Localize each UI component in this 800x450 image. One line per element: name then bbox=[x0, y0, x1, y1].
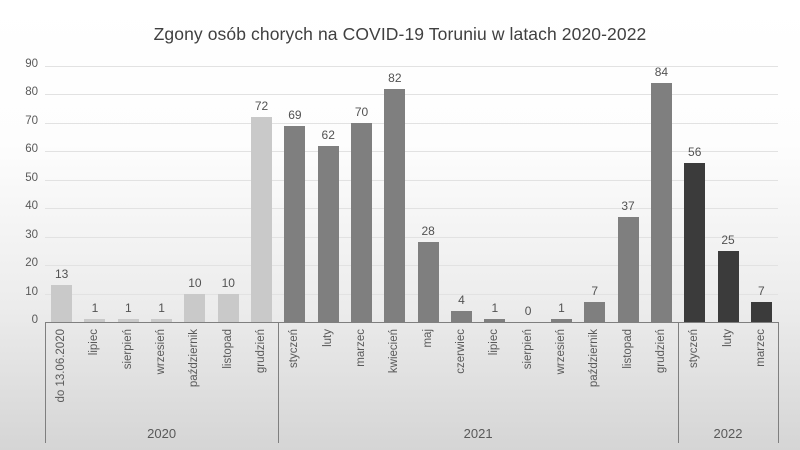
bar-value-label: 0 bbox=[524, 304, 532, 318]
month-label: luty bbox=[721, 329, 734, 347]
gridline bbox=[45, 265, 778, 267]
month-label: lipiec bbox=[88, 329, 101, 356]
bar bbox=[351, 123, 373, 322]
month-label: marzec bbox=[355, 329, 368, 367]
year-group-divider bbox=[678, 322, 680, 443]
bar-value-label: 13 bbox=[54, 267, 69, 281]
bar bbox=[151, 319, 173, 322]
month-label: sierpień bbox=[121, 329, 134, 370]
bar-value-label: 1 bbox=[491, 301, 499, 315]
bar bbox=[684, 163, 706, 322]
bar-value-label: 72 bbox=[254, 99, 269, 113]
bar bbox=[384, 89, 406, 322]
bar-value-label: 84 bbox=[654, 65, 669, 79]
bar bbox=[617, 217, 639, 322]
bar bbox=[284, 126, 306, 322]
chart-title: Zgony osób chorych na COVID-19 Toruniu w… bbox=[153, 24, 647, 44]
month-label: listopad bbox=[621, 329, 634, 369]
bar-value-label: 7 bbox=[591, 284, 599, 298]
gridline bbox=[45, 236, 778, 238]
bar bbox=[450, 311, 472, 322]
bar bbox=[217, 294, 239, 322]
gridline bbox=[45, 179, 778, 181]
y-tick-label: 50 bbox=[25, 171, 38, 184]
bar bbox=[84, 319, 106, 322]
gridline bbox=[45, 208, 778, 210]
bar-value-label: 10 bbox=[188, 276, 202, 290]
month-label: luty bbox=[321, 329, 334, 347]
bar-value-label: 25 bbox=[721, 233, 735, 247]
bar-value-label: 4 bbox=[458, 293, 465, 307]
bar-value-label: 10 bbox=[221, 276, 235, 290]
month-label: sierpień bbox=[521, 329, 534, 370]
bar-value-label: 28 bbox=[421, 224, 435, 238]
bar bbox=[717, 251, 739, 322]
bar bbox=[650, 83, 672, 322]
y-tick-label: 40 bbox=[25, 200, 38, 213]
y-tick-label: 90 bbox=[25, 58, 38, 70]
month-label: wrzesień bbox=[554, 329, 567, 375]
bar bbox=[417, 242, 439, 322]
year-group-divider bbox=[278, 322, 280, 443]
y-tick-label: 60 bbox=[25, 143, 38, 156]
month-label: wrzesień bbox=[155, 329, 168, 375]
month-label: lipiec bbox=[488, 329, 501, 356]
y-tick-label: 10 bbox=[25, 285, 38, 298]
y-tick-label: 0 bbox=[31, 314, 38, 326]
bar-value-label: 37 bbox=[621, 199, 635, 213]
month-label: do 13.06.2020 bbox=[55, 329, 68, 403]
bar-value-label: 1 bbox=[91, 301, 99, 315]
axis-box-left-border bbox=[45, 322, 46, 443]
bar bbox=[184, 294, 206, 322]
bar-value-label: 62 bbox=[321, 128, 335, 142]
month-label: czerwiec bbox=[454, 329, 467, 374]
bar bbox=[117, 319, 139, 322]
bar-value-label: 1 bbox=[158, 301, 165, 315]
bar-value-label: 70 bbox=[354, 105, 369, 119]
y-tick-label: 80 bbox=[25, 86, 38, 99]
bar-value-label: 69 bbox=[288, 108, 302, 122]
bar bbox=[317, 146, 339, 322]
gridline bbox=[45, 66, 778, 67]
y-tick-label: 20 bbox=[25, 257, 38, 270]
month-label: październik bbox=[588, 329, 601, 388]
gridline bbox=[45, 122, 778, 124]
bar-value-label: 82 bbox=[388, 71, 402, 85]
month-label: kwiecień bbox=[388, 329, 401, 374]
year-group-divider bbox=[778, 322, 779, 443]
month-label: marzec bbox=[754, 329, 767, 367]
month-label: grudzień bbox=[654, 329, 667, 374]
month-label: styczeń bbox=[288, 329, 301, 368]
y-tick-label: 30 bbox=[25, 228, 38, 241]
month-label: maj bbox=[421, 329, 434, 348]
gridline bbox=[45, 293, 778, 295]
month-label: styczeń bbox=[688, 329, 701, 368]
bar bbox=[484, 319, 506, 322]
gridline bbox=[45, 151, 778, 153]
year-label: 2020 bbox=[147, 426, 177, 441]
bar-value-label: 7 bbox=[757, 284, 765, 298]
y-tick-label: 70 bbox=[25, 114, 38, 127]
month-label: październik bbox=[188, 329, 201, 388]
bar-value-label: 1 bbox=[124, 301, 132, 315]
bar bbox=[550, 319, 572, 322]
gridline bbox=[45, 94, 778, 96]
bar bbox=[251, 117, 273, 322]
x-axis-baseline bbox=[45, 322, 778, 323]
bar-value-label: 56 bbox=[688, 145, 702, 159]
month-label: listopad bbox=[221, 329, 234, 369]
bar bbox=[584, 302, 606, 322]
year-label: 2021 bbox=[463, 426, 493, 441]
year-label: 2022 bbox=[713, 426, 743, 441]
bar-value-label: 1 bbox=[558, 301, 565, 315]
bar bbox=[750, 302, 772, 322]
bar bbox=[51, 285, 73, 322]
month-label: grudzień bbox=[255, 329, 268, 374]
